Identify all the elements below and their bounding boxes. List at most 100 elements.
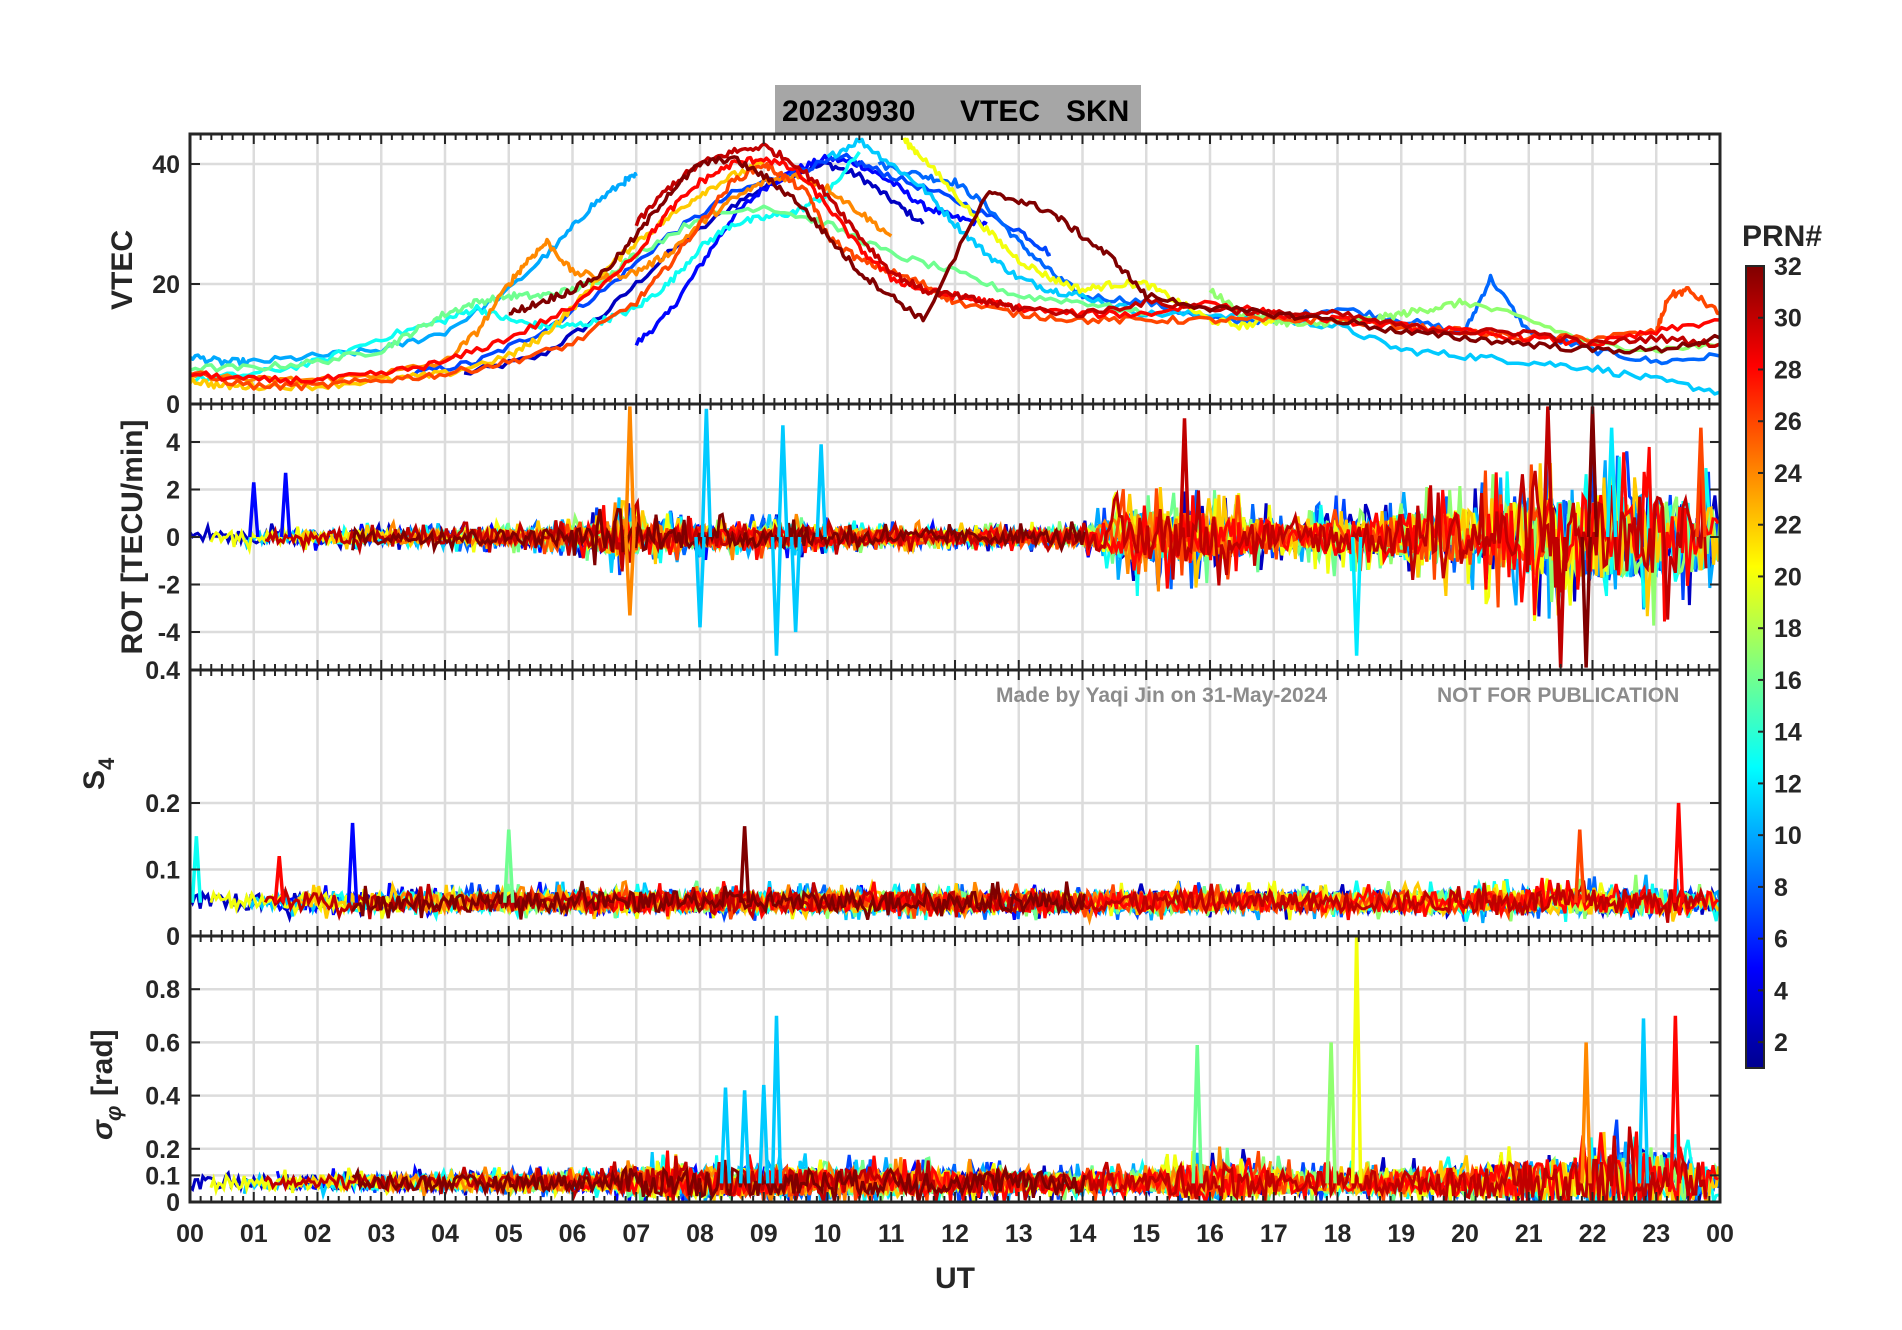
rot-spike: [694, 536, 706, 628]
x-axis-label: UT: [935, 1262, 975, 1295]
x-tick-label: 00: [176, 1220, 204, 1248]
vtec-series-prn26: [190, 161, 1720, 392]
colorbar-tick-label: 22: [1774, 512, 1802, 540]
colorbar-tick-label: 30: [1774, 305, 1802, 333]
s4-y-tick-label: 0: [166, 923, 180, 951]
sigma-phi-spike: [1637, 1018, 1650, 1184]
x-tick-label: 16: [1196, 1220, 1224, 1248]
rot-spike: [1350, 536, 1363, 656]
svg-text:σ: σ: [86, 1119, 119, 1140]
x-tick-label: 07: [622, 1220, 650, 1248]
vtec-y-ticks: 0 20 40: [152, 151, 1720, 419]
vtec-series-prn30: [634, 142, 1720, 349]
colorbar-tick-label: 12: [1774, 770, 1802, 798]
x-tick-label: 20: [1451, 1220, 1479, 1248]
s4-y-ticks: 0 0.1 0.2 0.4: [145, 657, 1720, 951]
sigma-phi-y-tick-label: 0: [166, 1189, 180, 1217]
rot-series-prn28: [558, 446, 1720, 622]
colorbar-tick-label: 14: [1774, 719, 1802, 747]
s4-spike: [1672, 802, 1685, 903]
rot-spike: [1695, 427, 1707, 538]
x-tick-label: 18: [1324, 1220, 1352, 1248]
vtec-y-tick-label: 0: [166, 391, 180, 419]
rot-series-prn32: [351, 507, 1086, 566]
title-date: 20230930: [782, 95, 915, 128]
colorbar-tick-label: 16: [1774, 667, 1802, 695]
sigma-phi-spike: [1325, 1042, 1337, 1184]
svg-text:φ: φ: [101, 1106, 126, 1121]
s4-panel: 0 0.1 0.2 0.4: [145, 657, 1722, 951]
rot-spike: [770, 536, 783, 656]
x-tick-label: 04: [431, 1220, 459, 1248]
sigma-phi-series-prn32: [351, 1159, 1086, 1202]
s4-spike: [503, 829, 515, 903]
title-box: [775, 85, 1141, 133]
rot-plot-area: [190, 406, 1720, 668]
rot-y-tick-label: -4: [158, 619, 180, 647]
rot-spike: [279, 472, 292, 538]
vtec-series-prn16: [190, 204, 1147, 373]
rot-y-tick-label: 0: [166, 524, 180, 552]
rot-spike: [815, 444, 827, 538]
vtec-y-tick-label: 40: [152, 151, 180, 179]
title-product: VTEC: [960, 95, 1040, 128]
vtec-ylabel: VTEC: [106, 230, 139, 310]
rot-panel: -4 -2 0 2 4: [158, 402, 1722, 672]
vtec-series-prn8: [877, 160, 1720, 366]
x-tick-label: 05: [495, 1220, 523, 1248]
colorbar-label: PRN#: [1742, 220, 1822, 253]
colorbar-tick-label: 8: [1774, 874, 1788, 902]
s4-y-tick-label: 0.2: [145, 790, 180, 818]
colorbar-tick-label: 24: [1774, 460, 1802, 488]
rot-spike: [1542, 406, 1554, 538]
sigma-phi-y-tick-label: 0.1: [145, 1162, 180, 1190]
sigma-phi-spike: [758, 1084, 770, 1184]
sigma-phi-y-ticks: 00.10.2 0.4 0.6 0.8: [145, 976, 1720, 1217]
s4-ylabel: S 4: [78, 757, 119, 790]
watermark-notice: NOT FOR PUBLICATION: [1437, 684, 1679, 707]
sigma-phi-y-tick-label: 0.2: [145, 1136, 180, 1164]
watermark-author: Made by Yaqi Jin on 31-May-2024: [996, 684, 1327, 707]
sigma-phi-ylabel: σ φ [rad]: [86, 1029, 126, 1140]
sigma-phi-spike: [770, 1015, 783, 1184]
x-tick-label: 22: [1579, 1220, 1607, 1248]
rot-y-tick-label: -2: [158, 572, 180, 600]
colorbar-tick-label: 32: [1774, 253, 1802, 281]
x-tick-label: 02: [304, 1220, 332, 1248]
rot-spike: [1580, 536, 1592, 668]
x-tick-label: 14: [1069, 1220, 1097, 1248]
sigma-phi-x-ticks: [189, 936, 1721, 1202]
x-tick-label: 15: [1132, 1220, 1160, 1248]
s4-plot-area: [190, 802, 1720, 926]
svg-text:4: 4: [94, 757, 119, 770]
x-tick-label: 23: [1642, 1220, 1670, 1248]
sigma-phi-spike: [1669, 1015, 1682, 1184]
rot-spike: [1605, 427, 1618, 538]
x-tick-label: 09: [750, 1220, 778, 1248]
rot-spike: [248, 482, 260, 538]
x-tick-label: 12: [941, 1220, 969, 1248]
vtec-series-prn5: [634, 153, 988, 347]
rot-y-tick-label: 2: [166, 477, 180, 505]
sigma-phi-grid: [188, 936, 1722, 1204]
x-tick-label: 06: [559, 1220, 587, 1248]
colorbar-tick-label: 2: [1774, 1029, 1788, 1057]
s4-y-tick-label: 0.4: [145, 657, 180, 685]
svg-text:S: S: [78, 770, 111, 790]
s4-spike: [346, 822, 359, 903]
x-tick-label: 08: [686, 1220, 714, 1248]
x-tick-label: 11: [878, 1220, 905, 1248]
x-tick-label: 19: [1387, 1220, 1415, 1248]
rot-y-ticks: -4 -2 0 2 4: [158, 429, 1720, 647]
colorbar-tick-label: 18: [1774, 615, 1802, 643]
s4-spike: [1574, 829, 1586, 903]
colorbar-tick-label: 4: [1774, 977, 1788, 1005]
colorbar-tick-label: 26: [1774, 408, 1802, 436]
s4-spike: [738, 826, 751, 903]
svg-text:[rad]: [rad]: [86, 1029, 119, 1096]
sigma-phi-y-tick-label: 0.6: [145, 1029, 180, 1057]
rot-spike: [1178, 418, 1191, 538]
vtec-series-prn3: [463, 160, 925, 376]
